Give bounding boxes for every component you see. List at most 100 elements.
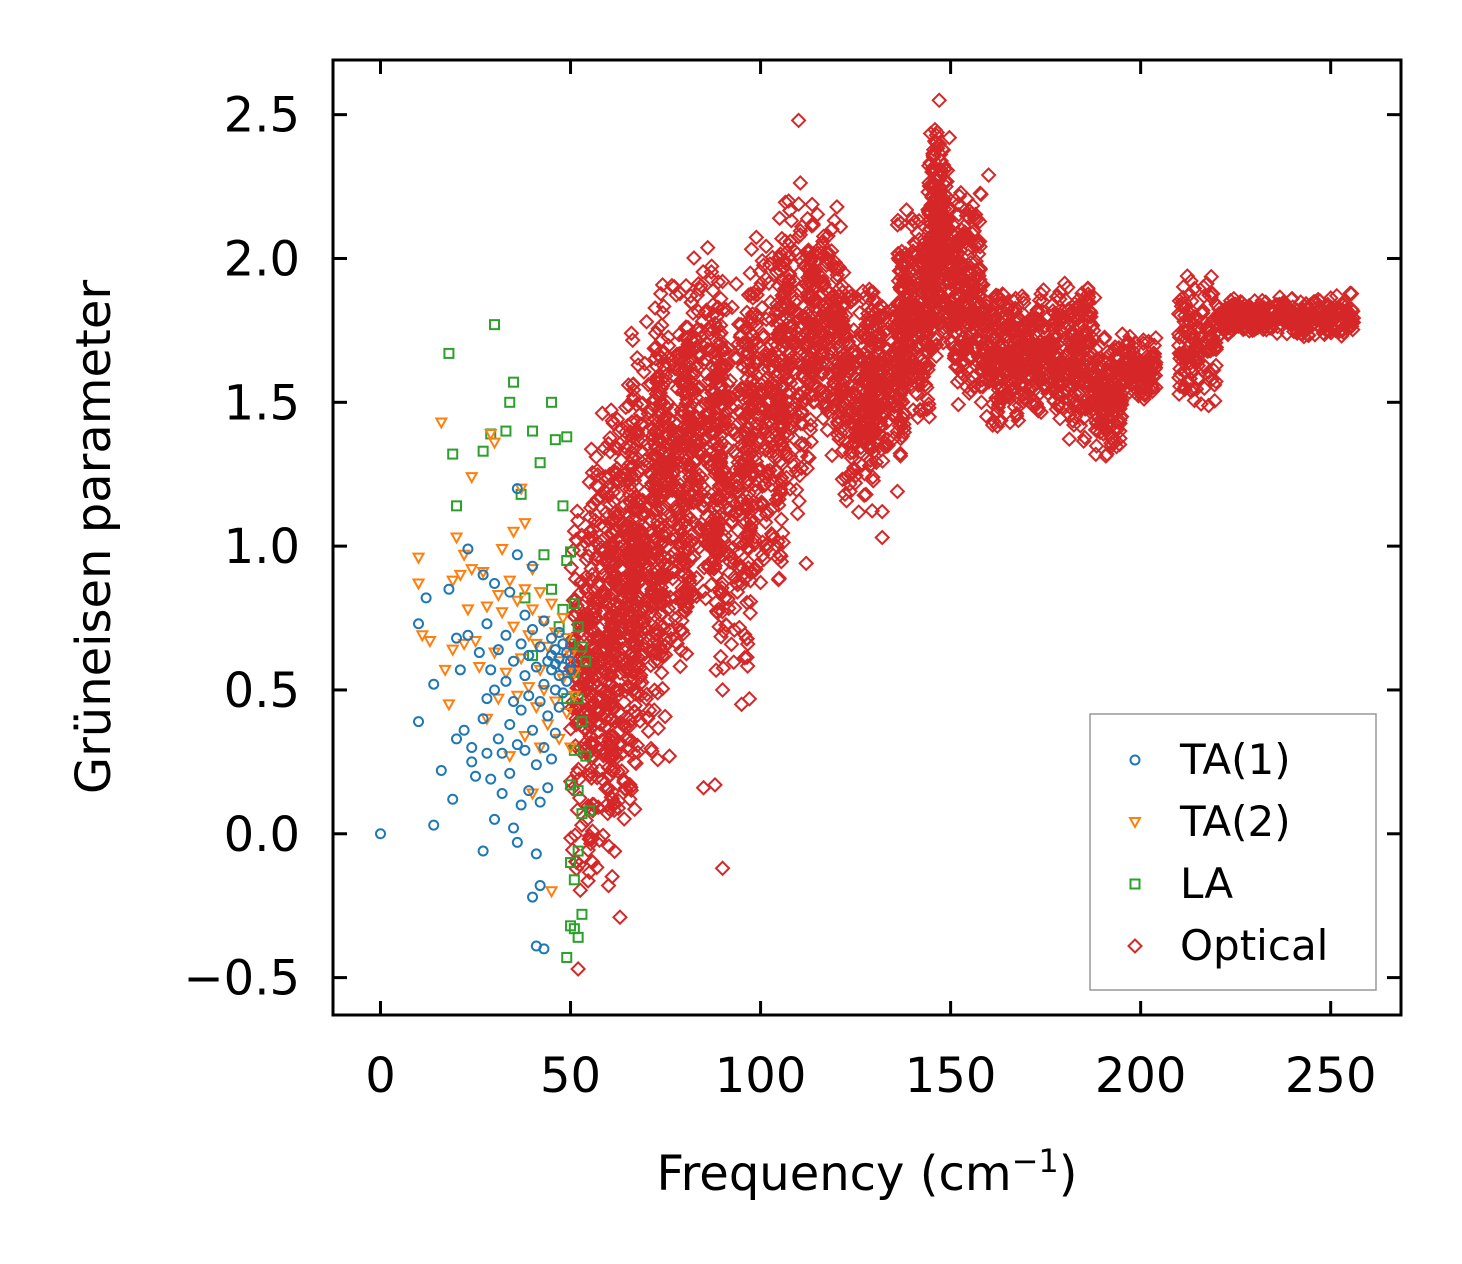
optical-point — [708, 490, 725, 507]
optical-point — [783, 349, 800, 366]
optical-point — [594, 551, 611, 567]
optical-point — [678, 518, 695, 535]
optical-point — [768, 368, 785, 385]
optical-point — [792, 175, 809, 191]
optical-point — [564, 841, 581, 858]
optical-point — [750, 400, 767, 417]
optical-point — [741, 690, 758, 707]
optical-point — [569, 715, 586, 732]
optical-point — [673, 642, 689, 659]
optical-point — [604, 553, 621, 569]
optical-point — [676, 417, 693, 434]
optical-point — [739, 406, 756, 423]
optical-point — [694, 313, 711, 330]
optical-point — [607, 439, 624, 456]
optical-point — [748, 229, 765, 246]
data-points — [375, 92, 1362, 977]
optical-point — [708, 567, 725, 583]
optical-point — [616, 694, 633, 711]
optical-point — [649, 581, 665, 598]
optical-point — [655, 298, 672, 315]
optical-point — [667, 610, 684, 627]
optical-point — [688, 569, 705, 586]
optical-point — [584, 572, 601, 589]
optical-point — [771, 491, 787, 507]
optical-point — [647, 300, 664, 316]
optical-point — [609, 440, 626, 457]
optical-point — [755, 551, 772, 568]
optical-point — [786, 413, 802, 430]
optical-point — [625, 376, 641, 393]
optical-point — [672, 658, 689, 675]
optical-point — [630, 491, 647, 508]
optical-point — [601, 633, 617, 650]
optical-point — [716, 461, 733, 478]
optical-point — [720, 376, 736, 393]
optical-point — [584, 823, 601, 840]
optical-point — [768, 383, 785, 400]
optical-point — [621, 791, 638, 808]
optical-point — [669, 635, 686, 652]
optical-point — [640, 376, 657, 393]
optical-point — [612, 682, 628, 699]
optical-point — [639, 686, 655, 703]
optical-point — [610, 800, 627, 817]
optical-point — [726, 555, 743, 572]
optical-point — [777, 285, 794, 302]
optical-point — [653, 565, 670, 582]
optical-point — [580, 842, 597, 858]
optical-point — [650, 543, 667, 560]
optical-point — [743, 316, 759, 333]
optical-point — [686, 586, 703, 602]
optical-point — [591, 832, 608, 849]
optical-point — [793, 460, 810, 477]
optical-point — [580, 798, 597, 814]
optical-point — [584, 796, 601, 813]
optical-point — [657, 708, 674, 725]
optical-point — [760, 275, 777, 292]
optical-point — [760, 361, 777, 377]
optical-point — [708, 369, 725, 386]
optical-point — [570, 761, 587, 778]
optical-point — [714, 273, 731, 290]
optical-point — [677, 497, 694, 514]
optical-point — [649, 513, 666, 530]
optical-point — [588, 448, 605, 465]
optical-point — [739, 658, 756, 674]
optical-point — [716, 416, 733, 433]
optical-point — [625, 582, 642, 599]
optical-point — [633, 622, 650, 639]
optical-point — [612, 436, 628, 452]
optical-point — [769, 393, 786, 410]
optical-point — [794, 394, 811, 411]
optical-point — [650, 720, 667, 737]
optical-point — [711, 618, 728, 635]
optical-point — [768, 462, 785, 479]
optical-point — [632, 713, 648, 729]
optical-point — [660, 557, 677, 574]
optical-point — [653, 664, 670, 681]
optical-point — [619, 678, 636, 695]
optical-point — [573, 817, 590, 834]
optical-point — [659, 417, 676, 434]
optical-point — [739, 346, 756, 363]
optical-point — [581, 474, 598, 490]
optical-point — [599, 805, 616, 822]
optical-point — [650, 320, 667, 337]
optical-point — [652, 607, 669, 623]
optical-point — [667, 437, 684, 454]
optical-point — [764, 500, 781, 517]
optical-point — [695, 583, 712, 600]
optical-point — [739, 636, 756, 652]
optical-point — [710, 373, 727, 390]
optical-point — [593, 489, 610, 505]
optical-point — [775, 432, 791, 449]
optical-point — [623, 466, 639, 483]
optical-point — [726, 600, 743, 617]
optical-point — [674, 592, 691, 609]
optical-point — [603, 511, 620, 528]
optical-point — [582, 523, 599, 540]
optical-point — [629, 349, 646, 366]
optical-point — [654, 587, 671, 603]
optical-point — [606, 843, 623, 860]
